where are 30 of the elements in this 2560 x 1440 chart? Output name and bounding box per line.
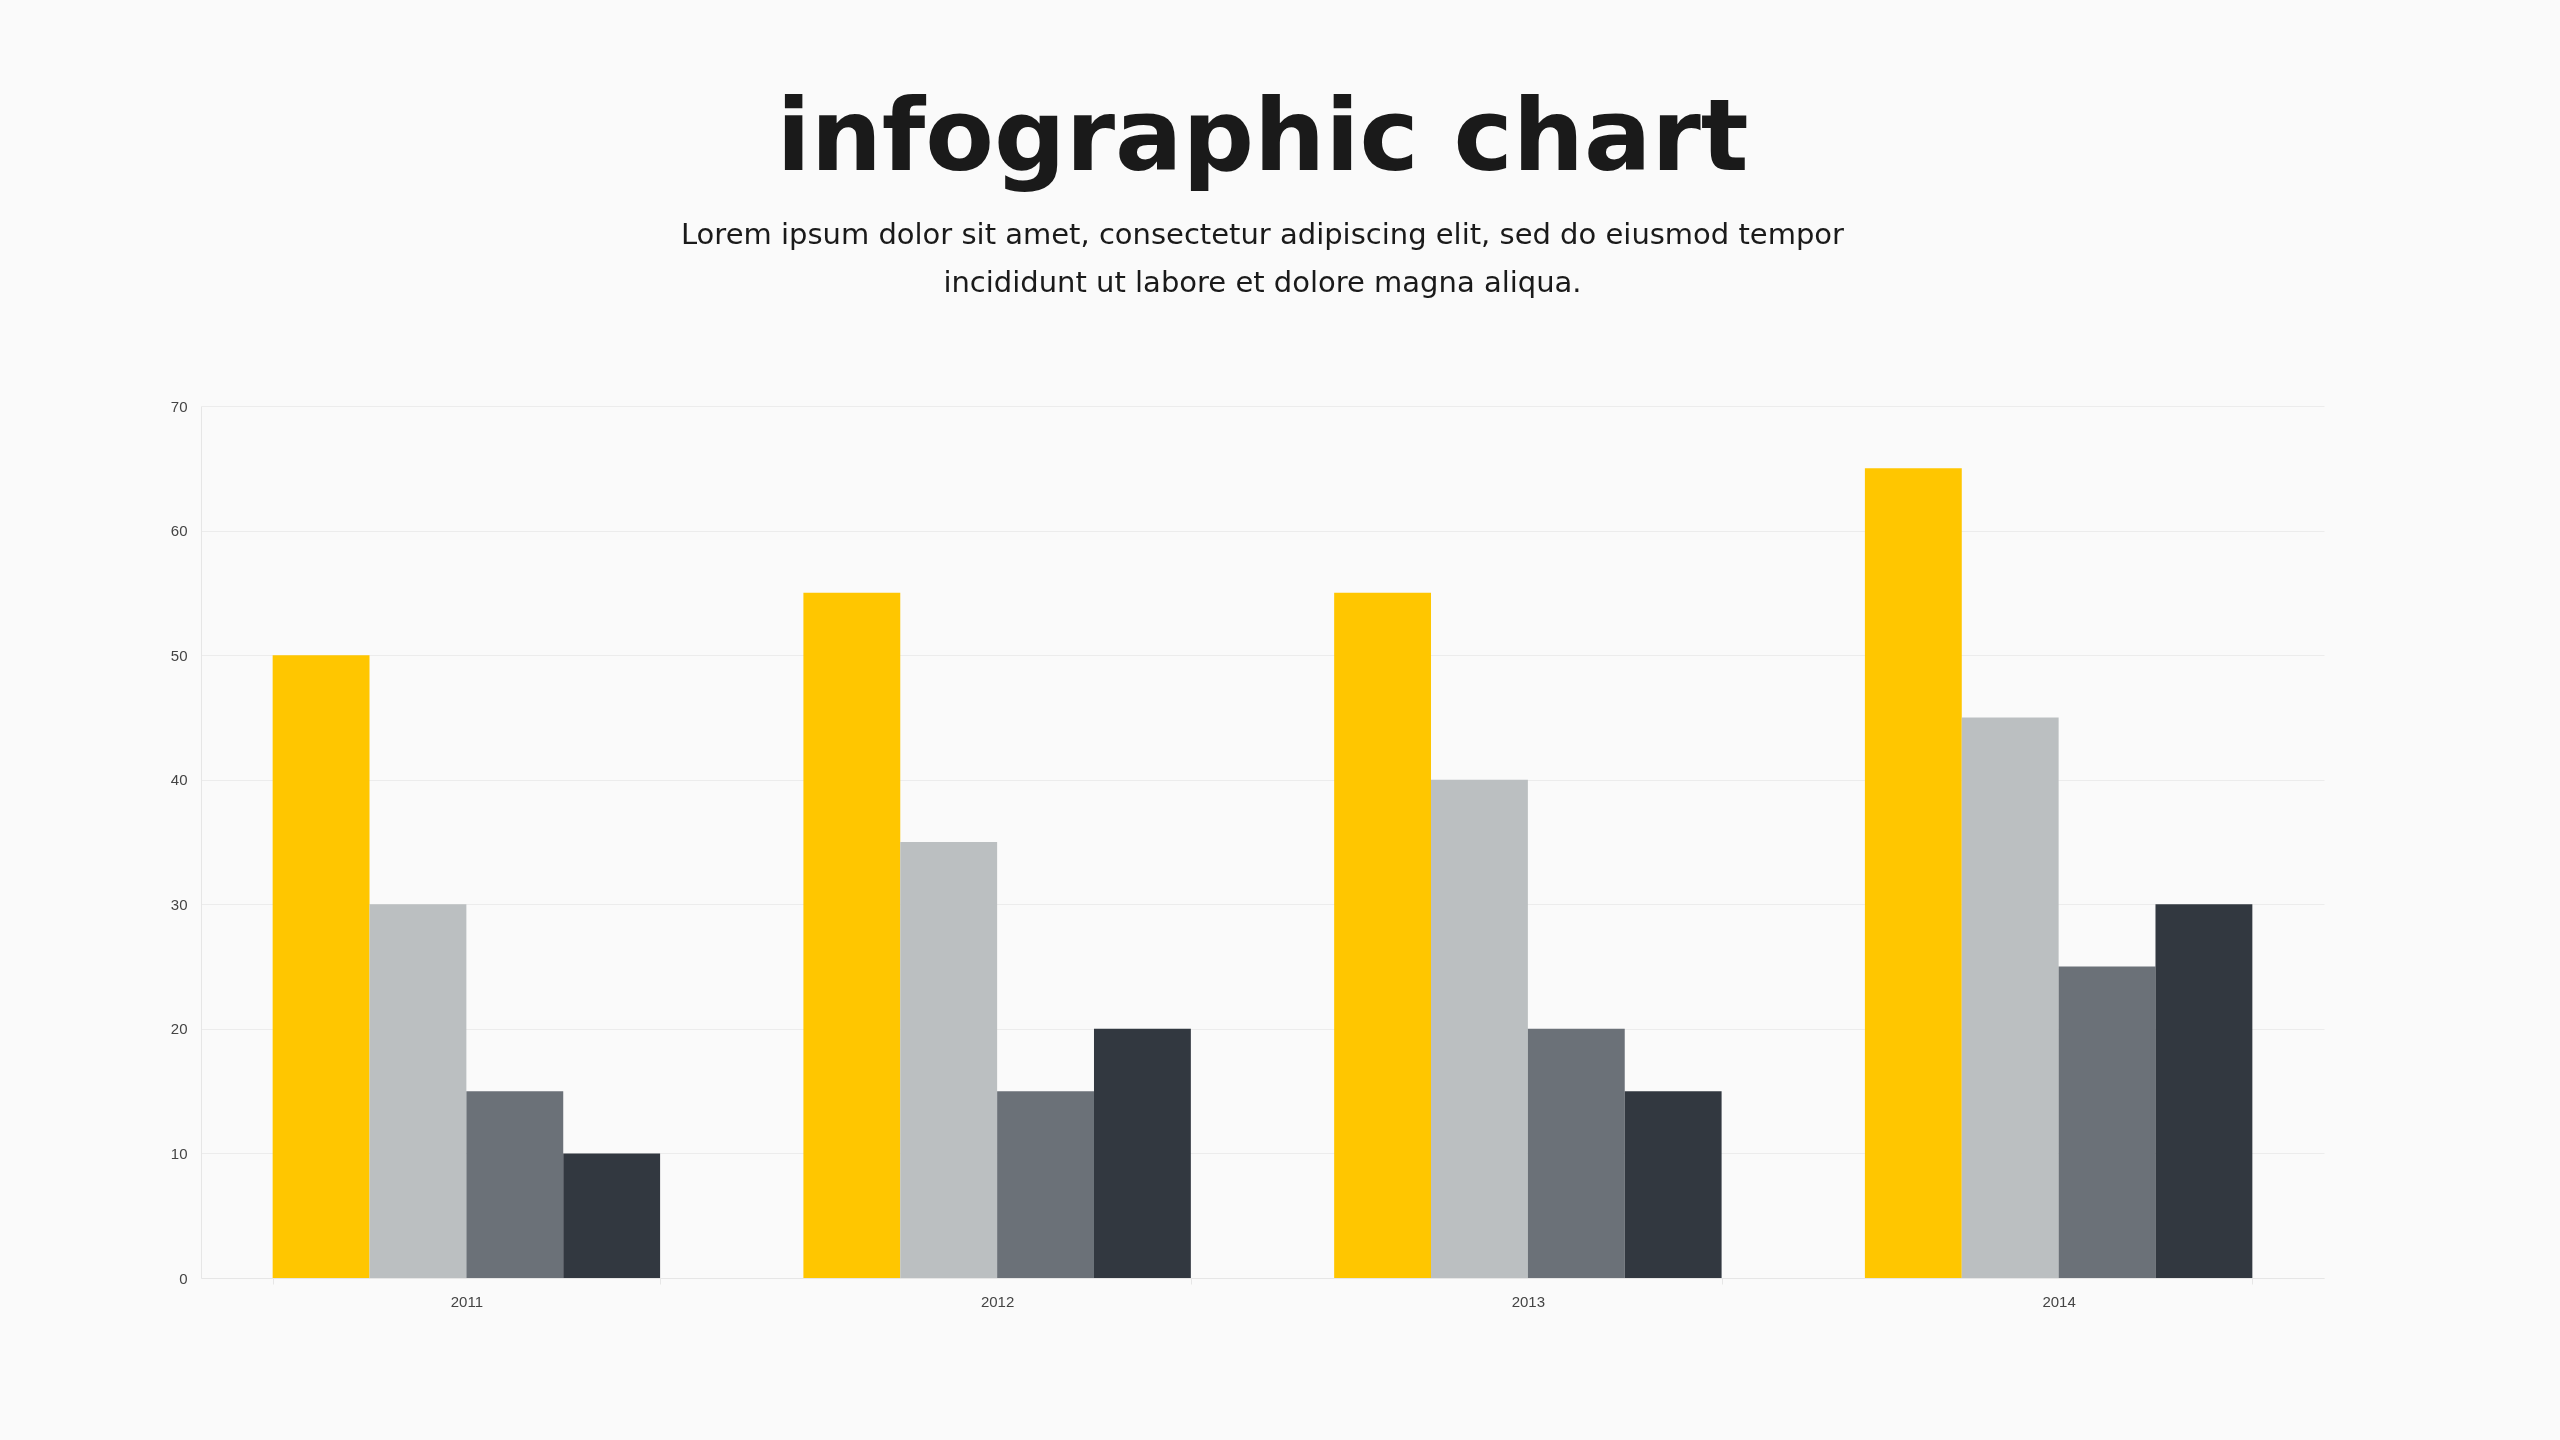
bar xyxy=(1527,1028,1625,1278)
bar xyxy=(900,842,998,1278)
bar xyxy=(1624,1091,1722,1278)
x-tick-label: 2013 xyxy=(1511,1292,1546,1310)
bar xyxy=(2155,904,2253,1278)
bar xyxy=(1431,779,1528,1278)
x-tick-label: 2014 xyxy=(2042,1292,2076,1310)
bar xyxy=(997,1091,1094,1278)
y-tick-label: 30 xyxy=(170,895,188,913)
bar xyxy=(2058,966,2156,1278)
y-tick-label: 0 xyxy=(179,1269,188,1287)
bar xyxy=(563,1153,661,1278)
bar xyxy=(1961,717,2059,1278)
x-tick-label: 2012 xyxy=(980,1292,1015,1310)
bar xyxy=(369,904,467,1278)
bar xyxy=(272,655,370,1278)
bar xyxy=(1334,592,1432,1278)
bar xyxy=(1864,468,1962,1278)
y-tick-label: 20 xyxy=(170,1020,188,1038)
chart-subtitle: Lorem ipsum dolor sit amet, consectetur adipiscing elit, sed do eiusmod tempor incididunt ut labore et dolore magna aliqua. xyxy=(680,217,1845,299)
bar xyxy=(466,1091,564,1278)
x-tick-label: 2011 xyxy=(450,1292,484,1310)
bar xyxy=(1093,1028,1191,1278)
y-tick-label: 10 xyxy=(170,1144,188,1162)
bar xyxy=(803,592,901,1278)
y-tick-label: 60 xyxy=(170,522,188,540)
y-tick-label: 50 xyxy=(170,646,188,664)
chart-title: infographic chart xyxy=(776,77,1749,194)
y-tick-label: 40 xyxy=(170,771,188,789)
y-tick-label: 70 xyxy=(170,397,188,415)
